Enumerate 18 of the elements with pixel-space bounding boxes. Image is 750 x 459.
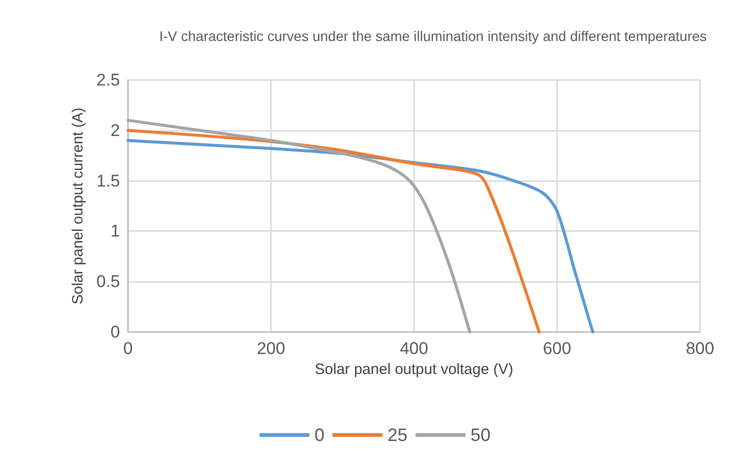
- x-tick-label: 800: [686, 339, 714, 358]
- x-tick-label: 600: [542, 339, 572, 358]
- y-tick-label: 2: [110, 120, 120, 140]
- x-tick-label: 200: [256, 339, 286, 358]
- y-tick-label: 2.5: [96, 70, 120, 90]
- legend-label: 25: [387, 425, 408, 445]
- y-tick-label: 1: [110, 222, 120, 241]
- legend-label: 0: [314, 425, 324, 445]
- y-tick-label: 0: [110, 322, 120, 342]
- x-tick-label: 400: [400, 339, 428, 358]
- line-series: [126, 118, 472, 334]
- x-tick-label: 0: [123, 339, 133, 358]
- chart-title: I-V characteristic curves under the same illumination intensity and different temperatures: [159, 28, 707, 44]
- y-tick-label: 0.5: [96, 272, 120, 292]
- legend-label: 50: [470, 425, 491, 445]
- x-axis-title: Solar panel output voltage (V): [314, 361, 514, 378]
- y-tick-label: 1.5: [96, 171, 120, 190]
- y-axis-title: Solar panel output current (A): [69, 108, 86, 304]
